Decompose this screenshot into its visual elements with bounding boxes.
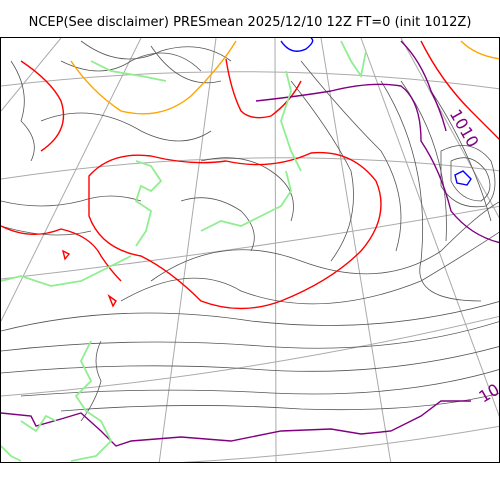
isobar-line — [400, 40, 447, 132]
parallel-line — [1, 315, 499, 397]
isobar-line — [1, 346, 499, 374]
coastline-path — [90, 60, 167, 82]
isobar-line — [440, 144, 496, 208]
coastline-path — [340, 40, 367, 79]
isobar-line — [61, 249, 71, 261]
isobars-orange — [70, 40, 499, 115]
isobar-line — [430, 90, 492, 222]
isobar-line — [1, 400, 471, 447]
isobar-line — [1, 195, 142, 207]
isobar-line — [88, 151, 382, 310]
parallel-line — [180, 425, 499, 462]
isobar-line — [200, 157, 294, 222]
isobar-line — [10, 60, 35, 162]
isobar-line — [20, 60, 65, 152]
isobar-line — [1, 301, 499, 332]
map-frame: 1010 10 — [0, 37, 500, 463]
isobar-line — [380, 80, 482, 302]
coastline-path — [1, 255, 132, 287]
meridian-line — [320, 38, 392, 462]
isobar-line — [80, 40, 232, 62]
isobars-purple — [1, 40, 499, 447]
isobar-label-1010: 1010 — [446, 106, 483, 151]
isobar-line — [1, 225, 92, 236]
isobar-line — [454, 170, 472, 186]
pressure-map: 1010 10 — [1, 38, 499, 462]
isobar-line — [80, 340, 102, 422]
isobar-line — [255, 83, 499, 244]
meridian-line — [400, 38, 499, 219]
coastline-path — [280, 70, 302, 172]
parallel-line — [1, 71, 499, 90]
isobar-line — [150, 201, 499, 282]
coastline-path — [1, 445, 22, 462]
map-title: NCEP(See disclaimer) PRESmean 2025/12/10… — [28, 15, 472, 30]
coastline-path — [134, 160, 163, 247]
isobar-line — [60, 52, 202, 72]
meridian-line — [1, 38, 62, 112]
isobar-line — [460, 40, 499, 60]
isobars-blue — [280, 38, 472, 186]
isobar-line — [450, 157, 491, 202]
parallel-line — [1, 157, 499, 180]
coastline-path — [200, 170, 292, 232]
isobar-line — [280, 38, 314, 52]
isobar-line — [1, 225, 122, 282]
coastline-path — [20, 414, 57, 433]
isobar-line — [40, 112, 212, 142]
coastlines — [1, 40, 367, 462]
meridian-line — [158, 38, 217, 462]
isobar-line — [120, 231, 499, 305]
parallel-line — [1, 205, 499, 280]
isobar-line — [300, 60, 402, 252]
isobar-line — [180, 197, 255, 252]
graticule-meridians — [1, 38, 499, 462]
meridian-line — [360, 38, 499, 417]
isobar-line — [20, 369, 499, 397]
meridian-line — [274, 38, 277, 462]
isobar-line — [290, 80, 354, 262]
isobar-line — [150, 45, 222, 84]
graticule-parallels — [1, 71, 499, 462]
isobar-line — [60, 393, 499, 412]
isobar-line — [1, 321, 499, 352]
isobars-thin — [1, 40, 499, 422]
coastline-path — [70, 340, 113, 462]
isobar-label-corner: 10 — [476, 380, 500, 407]
isobar-line — [107, 294, 117, 308]
meridian-line — [1, 38, 142, 322]
isobar-line — [420, 40, 499, 140]
isobar-line — [70, 40, 237, 115]
